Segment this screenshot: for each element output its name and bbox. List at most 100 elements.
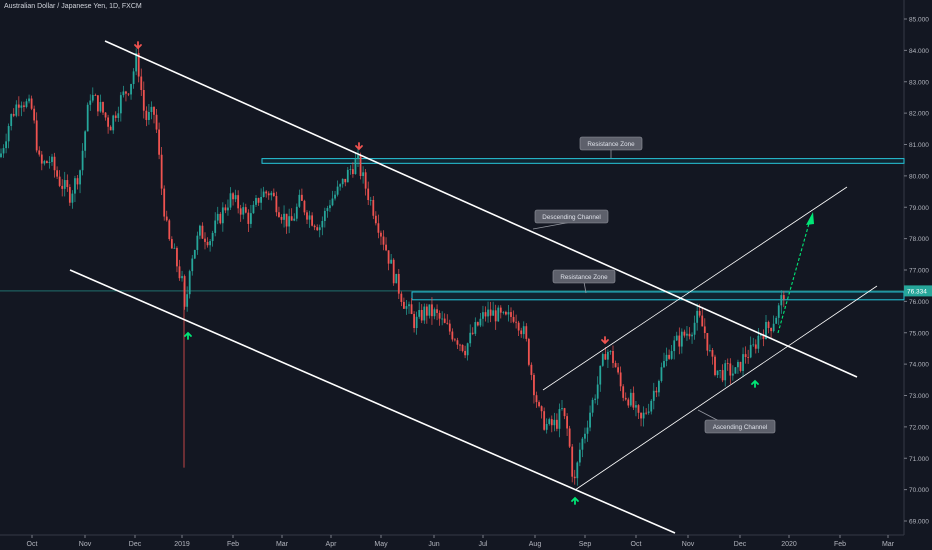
candle-body <box>474 322 477 334</box>
candle-body <box>382 236 385 245</box>
ascending-channel-lower-line[interactable] <box>574 285 878 491</box>
candle-body <box>349 169 352 170</box>
candle-body <box>484 312 487 317</box>
candle-body <box>145 110 148 121</box>
candle-body <box>199 225 201 236</box>
candle-body <box>507 312 510 315</box>
candle-body <box>650 400 653 412</box>
candle-body <box>772 323 775 332</box>
candle-body <box>403 301 405 309</box>
candle-body <box>749 344 752 358</box>
candle-body <box>777 305 780 318</box>
candle-body <box>132 71 135 85</box>
descending-channel-lower-line[interactable] <box>69 269 676 534</box>
resistance-zone-lower[interactable] <box>411 291 905 301</box>
candle-body <box>107 117 109 127</box>
candle-body <box>512 316 515 322</box>
candle-body <box>400 293 403 302</box>
candle-body <box>680 331 683 347</box>
candle-body <box>706 332 709 351</box>
candle-body <box>499 307 502 313</box>
candle-body <box>737 361 739 368</box>
projection-arrow-line[interactable] <box>777 219 811 334</box>
candle-body <box>109 126 112 131</box>
candle-body <box>729 363 732 376</box>
candle-body <box>339 184 342 187</box>
candle-body <box>326 208 329 211</box>
candle-body <box>719 370 721 371</box>
candle-body <box>201 225 204 239</box>
candle-body <box>298 194 301 207</box>
candle-body <box>275 196 278 213</box>
candle-body <box>12 114 15 116</box>
down-arrow-icon <box>601 336 609 345</box>
candle-body <box>165 216 168 221</box>
candle-body <box>663 361 665 368</box>
candle-body <box>469 332 472 344</box>
candle-body <box>293 218 296 221</box>
ascending-channel-callout-box[interactable] <box>704 419 776 434</box>
candle-body <box>629 392 632 406</box>
candle-body <box>178 266 181 279</box>
candle-body <box>418 309 421 317</box>
candle-body <box>35 120 38 151</box>
candle-body <box>752 344 755 346</box>
ascending-channel-upper-line[interactable] <box>542 186 848 391</box>
candle-body <box>683 331 686 336</box>
candle-body <box>211 232 214 242</box>
descending-channel-callout-box[interactable] <box>534 209 609 224</box>
candle-body <box>227 207 229 211</box>
candle-body <box>581 438 584 450</box>
y-tick-label: 78.000 <box>909 236 929 243</box>
candle-body <box>561 408 563 410</box>
candle-body <box>540 406 543 412</box>
candle-body <box>599 365 602 385</box>
candle-body <box>346 169 349 183</box>
descending-channel-upper-line[interactable] <box>104 40 858 378</box>
candle-body <box>479 318 482 326</box>
candle-body <box>117 113 120 118</box>
candle-body <box>51 156 53 163</box>
x-tick-label: Dec <box>129 541 142 548</box>
candle-body <box>168 220 171 240</box>
candle-body <box>74 178 76 194</box>
resistance-zone-upper[interactable] <box>261 158 905 164</box>
candle-body <box>2 148 5 154</box>
candle-body <box>471 332 474 334</box>
candle-body <box>209 241 211 246</box>
candle-body <box>609 350 612 352</box>
up-arrow-icon <box>571 496 579 505</box>
x-tick-label: Feb <box>227 541 239 548</box>
resistance-zone-upper-callout-box[interactable] <box>579 136 643 151</box>
candle-body <box>255 198 257 205</box>
last-price-tag <box>904 285 932 297</box>
candle-body <box>5 141 7 149</box>
candle-body <box>56 170 58 177</box>
candle-body <box>448 323 451 332</box>
candle-body <box>46 161 48 163</box>
candle-body <box>323 210 326 221</box>
candle-body <box>53 156 56 171</box>
resistance-zone-lower-callout-box[interactable] <box>552 269 616 284</box>
up-arrow-icon <box>184 331 192 340</box>
chart-title: Australian Dollar / Japanese Yen, 1D, FX… <box>4 3 142 10</box>
candle-body <box>535 395 538 403</box>
candle-body <box>731 373 734 376</box>
candle-body <box>698 310 701 316</box>
candle-body <box>742 354 744 371</box>
candle-body <box>678 335 681 347</box>
candle-body <box>431 304 433 317</box>
candle-body <box>252 204 255 214</box>
x-tick-label: Mar <box>276 541 289 548</box>
y-tick-label: 75.000 <box>909 330 929 337</box>
candle-body <box>104 112 107 118</box>
last-price-label: 76.334 <box>907 288 927 295</box>
candle-body <box>673 340 676 352</box>
candle-body <box>640 412 642 419</box>
x-tick-label: Apr <box>326 541 338 548</box>
candle-body <box>425 306 428 316</box>
candle-body <box>270 192 273 196</box>
candle-body <box>112 115 115 131</box>
candle-body <box>94 95 97 96</box>
